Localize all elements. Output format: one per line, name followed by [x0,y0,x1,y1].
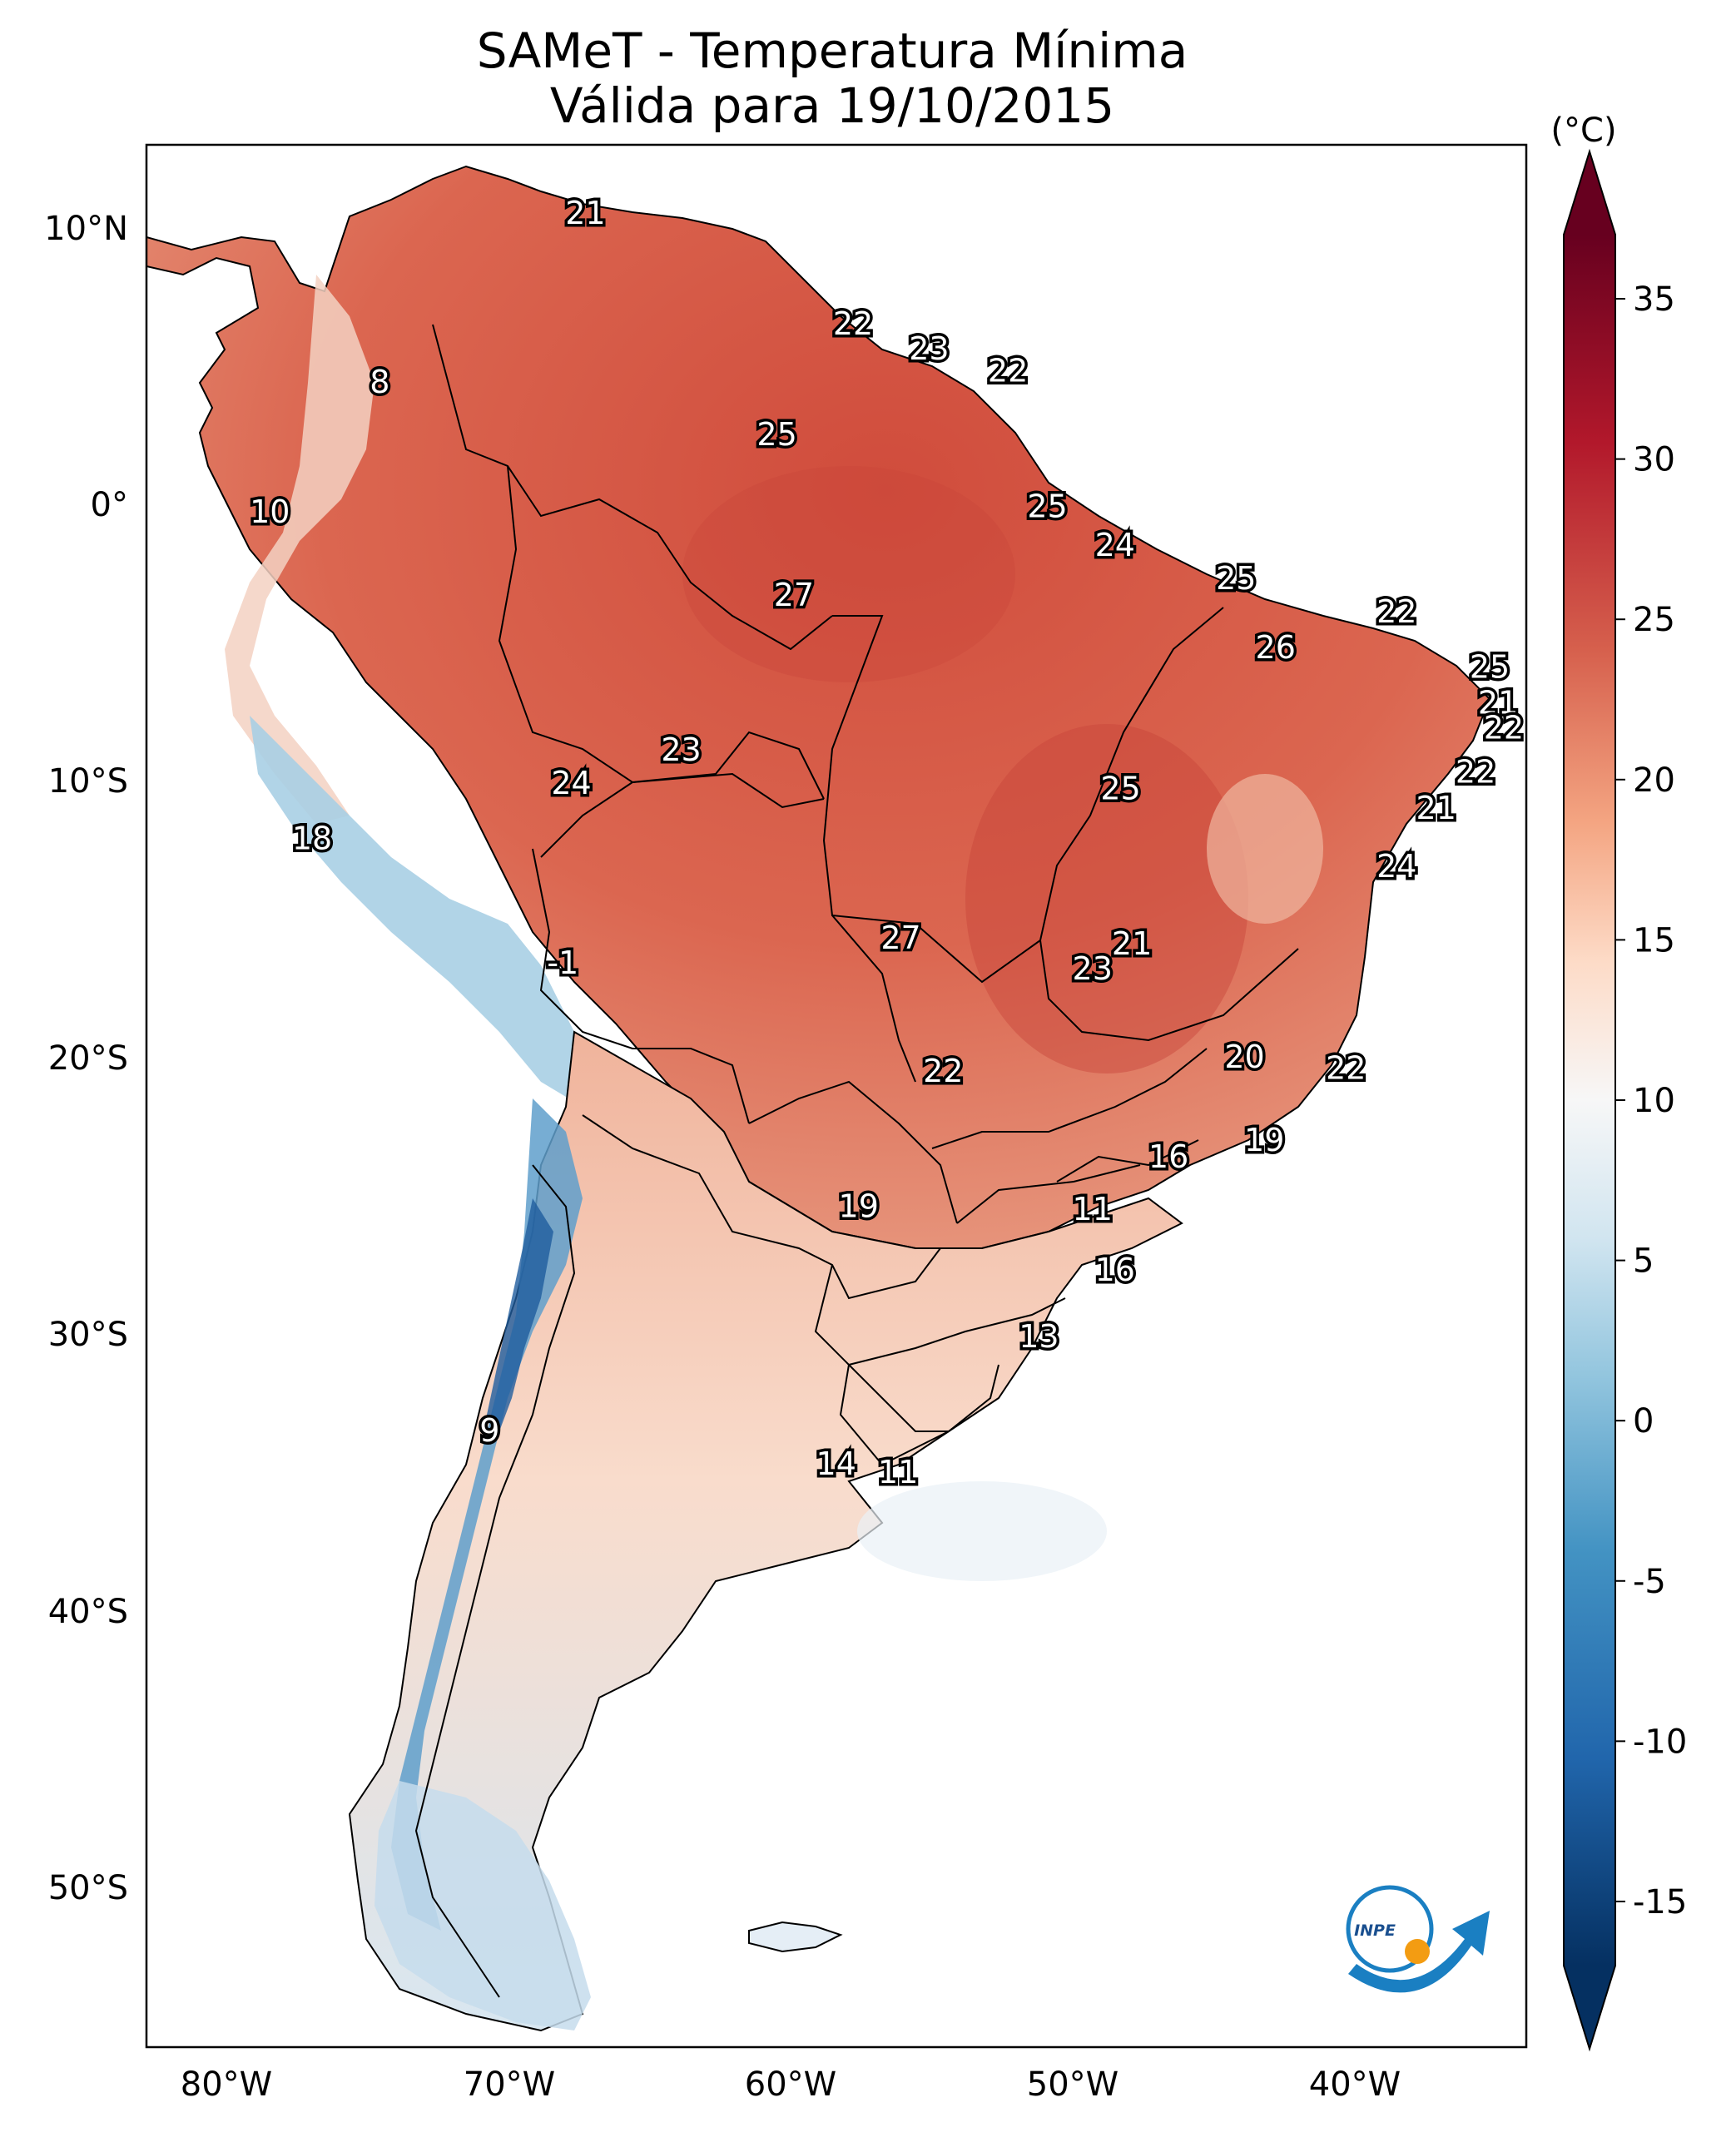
lon-tick: 60°W [745,2065,836,2104]
colorbar-outline [1563,148,1616,2052]
land-north [146,165,1491,1249]
temperature-label: 22 [833,305,873,342]
temperature-label: 19 [839,1188,879,1225]
temperature-label: 27 [880,920,920,956]
temperature-label: 25 [1100,771,1140,807]
colorbar-tick-label: 0 [1633,1402,1654,1440]
temperature-label: 23 [661,731,701,768]
colorbar-min-arrow [1564,1966,1615,2049]
temperature-label: 18 [292,821,332,857]
lat-axis: 10°N 0° 10°S 20°S 30°S 40°S 50°S [44,210,128,1907]
map-subtitle: Válida para 19/10/2015 [549,77,1115,134]
colorbar: (°C) 35 30 25 20 15 10 5 0 -5 -10 -15 [1550,112,1687,2052]
temperature-label: 22 [1326,1050,1366,1087]
colorbar-tick-label: 10 [1633,1082,1675,1120]
colorbar-tick-label: 25 [1633,601,1675,639]
colorbar-tick-label: -10 [1633,1723,1687,1761]
lat-tick: 50°S [48,1869,128,1907]
temperature-label: 8 [370,364,389,400]
temperature-label: 16 [1148,1138,1188,1175]
warm-core-amazon [682,466,1015,682]
country-borders [414,324,1299,1998]
colorbar-tick-label: 15 [1633,921,1675,959]
temperature-label: 21 [1112,925,1152,962]
temperature-label: 22 [1376,593,1416,630]
temperature-label: 16 [1095,1252,1135,1288]
colorbar-ticks: 35 30 25 20 15 10 5 0 -5 -10 -15 [1615,280,1687,1921]
temperature-label: 24 [1095,527,1135,563]
lat-tick: 30°S [48,1316,128,1354]
temperature-label: 26 [1256,629,1296,666]
temperature-label: 19 [1244,1122,1284,1158]
temperature-label: 25 [1470,648,1510,685]
lat-tick: 10°N [44,210,128,248]
temperature-label: 21 [1478,685,1518,721]
temperature-label: 24 [1376,848,1416,885]
temperature-label: 21 [565,195,605,231]
continent-layer [146,165,1491,2032]
temperature-label: 9 [479,1412,499,1449]
andes-cold-peru [250,716,599,1107]
temperature-label: 13 [1019,1318,1059,1355]
lat-tick: 10°S [48,762,128,801]
andes-cold-north [225,275,374,824]
temperature-label: 10 [250,493,290,530]
cooler-highland-ne [1207,774,1323,924]
colorbar-unit: (°C) [1550,112,1616,150]
malvinas-islands [748,1921,843,1953]
temperature-label: 22 [988,353,1028,389]
lon-axis: 80°W 70°W 60°W 50°W 40°W [181,2065,1401,2104]
lon-tick: 80°W [181,2065,272,2104]
colorbar-gradient [1564,235,1615,1966]
logo-text: INPE [1354,1921,1396,1940]
temperature-label: 14 [816,1445,856,1482]
lat-tick: 20°S [48,1039,128,1078]
temperature-label: 25 [1027,488,1067,525]
temperature-label: 11 [878,1454,918,1490]
temperature-label: 11 [1073,1191,1113,1227]
lon-tick: 70°W [464,2065,555,2104]
temperature-label: 22 [923,1053,963,1089]
colorbar-tick-label: 30 [1633,441,1675,479]
temperature-label: 27 [774,577,814,613]
inpe-logo: INPE [1346,1885,1490,1993]
lat-tick: 40°S [48,1593,128,1631]
andes-core [487,1198,553,1431]
cool-pampa [857,1481,1107,1581]
map-frame [145,143,1528,2049]
temperature-label: -1 [547,945,578,981]
temperature-label: 25 [756,416,796,453]
colorbar-tick-label: 20 [1633,761,1675,800]
lat-tick: 0° [91,486,128,524]
colorbar-tick-label: -5 [1633,1563,1666,1601]
lon-tick: 50°W [1027,2065,1118,2104]
colorbar-tick-label: -15 [1633,1883,1687,1921]
logo-ring [1346,1885,1434,1973]
temperature-label: 25 [1216,560,1256,597]
temperature-label: 22 [1484,710,1524,746]
colorbar-tick-label: 35 [1633,280,1675,319]
logo-arrow [1348,1911,1490,1993]
colorbar-max-arrow [1564,151,1615,235]
temperature-label: 23 [909,330,949,367]
lon-tick: 40°W [1309,2065,1401,2104]
map-title: SAMeT - Temperatura Mínima [476,22,1188,79]
colorbar-tick-label: 5 [1633,1242,1654,1281]
temperature-label: 20 [1224,1039,1264,1075]
logo-sun [1405,1939,1430,1964]
temperature-label: 24 [551,765,591,801]
temperature-label: 21 [1416,790,1456,826]
temperature-label: 23 [1073,950,1113,987]
temperature-label: 22 [1456,754,1495,791]
warm-core-central [965,724,1248,1074]
patagonia-cool [374,1781,591,2031]
